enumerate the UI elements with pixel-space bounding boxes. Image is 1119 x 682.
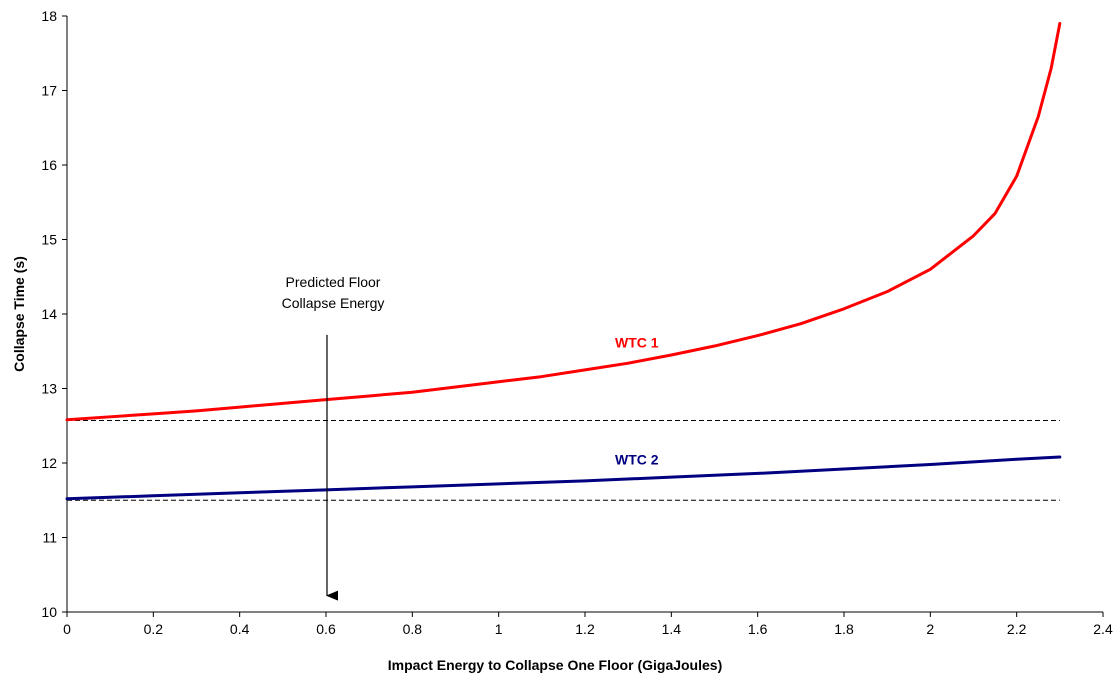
x-tick-label: 1.8 — [834, 621, 854, 637]
y-tick-label: 10 — [41, 604, 57, 620]
y-tick-label: 11 — [42, 530, 57, 546]
x-tick-label: 2.4 — [1093, 621, 1113, 637]
y-tick-label: 14 — [41, 306, 57, 322]
y-tick-label: 17 — [41, 83, 57, 99]
series-label: WTC 1 — [615, 335, 659, 351]
y-axis-title: Collapse Time (s) — [11, 256, 27, 372]
axes — [62, 15, 1104, 617]
x-axis-title: Impact Energy to Collapse One Floor (Gig… — [388, 657, 723, 673]
reference-lines — [67, 420, 1060, 501]
x-tick-label: 1 — [495, 621, 503, 637]
y-tick-label: 16 — [41, 157, 57, 173]
x-tick-label: 0.2 — [144, 621, 164, 637]
series-line — [65, 455, 1062, 501]
annotation-text: Collapse Energy — [282, 295, 385, 311]
y-tick-label: 15 — [41, 232, 57, 248]
x-tick-label: 0 — [63, 621, 71, 637]
y-tick-label: 12 — [41, 455, 57, 471]
text-labels: 0 0.2 0.4 0.6 0.8 1 1.2 1.4 1.6 1.8 2 2.2 2.4 10 11 12 1… — [11, 8, 1113, 673]
x-tick-label: 0.4 — [230, 621, 250, 637]
annotation-text: Predicted Floor — [286, 274, 381, 290]
series-label: WTC 2 — [615, 452, 659, 468]
x-tick-label: 1.6 — [748, 621, 768, 637]
series-line — [65, 21, 1062, 422]
x-tick-label: 0.8 — [403, 621, 423, 637]
x-tick-label: 2 — [926, 621, 934, 637]
y-tick-label: 13 — [41, 381, 57, 397]
x-tick-label: 2.2 — [1007, 621, 1027, 637]
y-tick-label: 18 — [41, 8, 57, 24]
x-tick-label: 1.4 — [662, 621, 682, 637]
x-tick-label: 1.2 — [575, 621, 595, 637]
x-tick-label: 0.6 — [316, 621, 336, 637]
series-lines — [65, 21, 1062, 501]
